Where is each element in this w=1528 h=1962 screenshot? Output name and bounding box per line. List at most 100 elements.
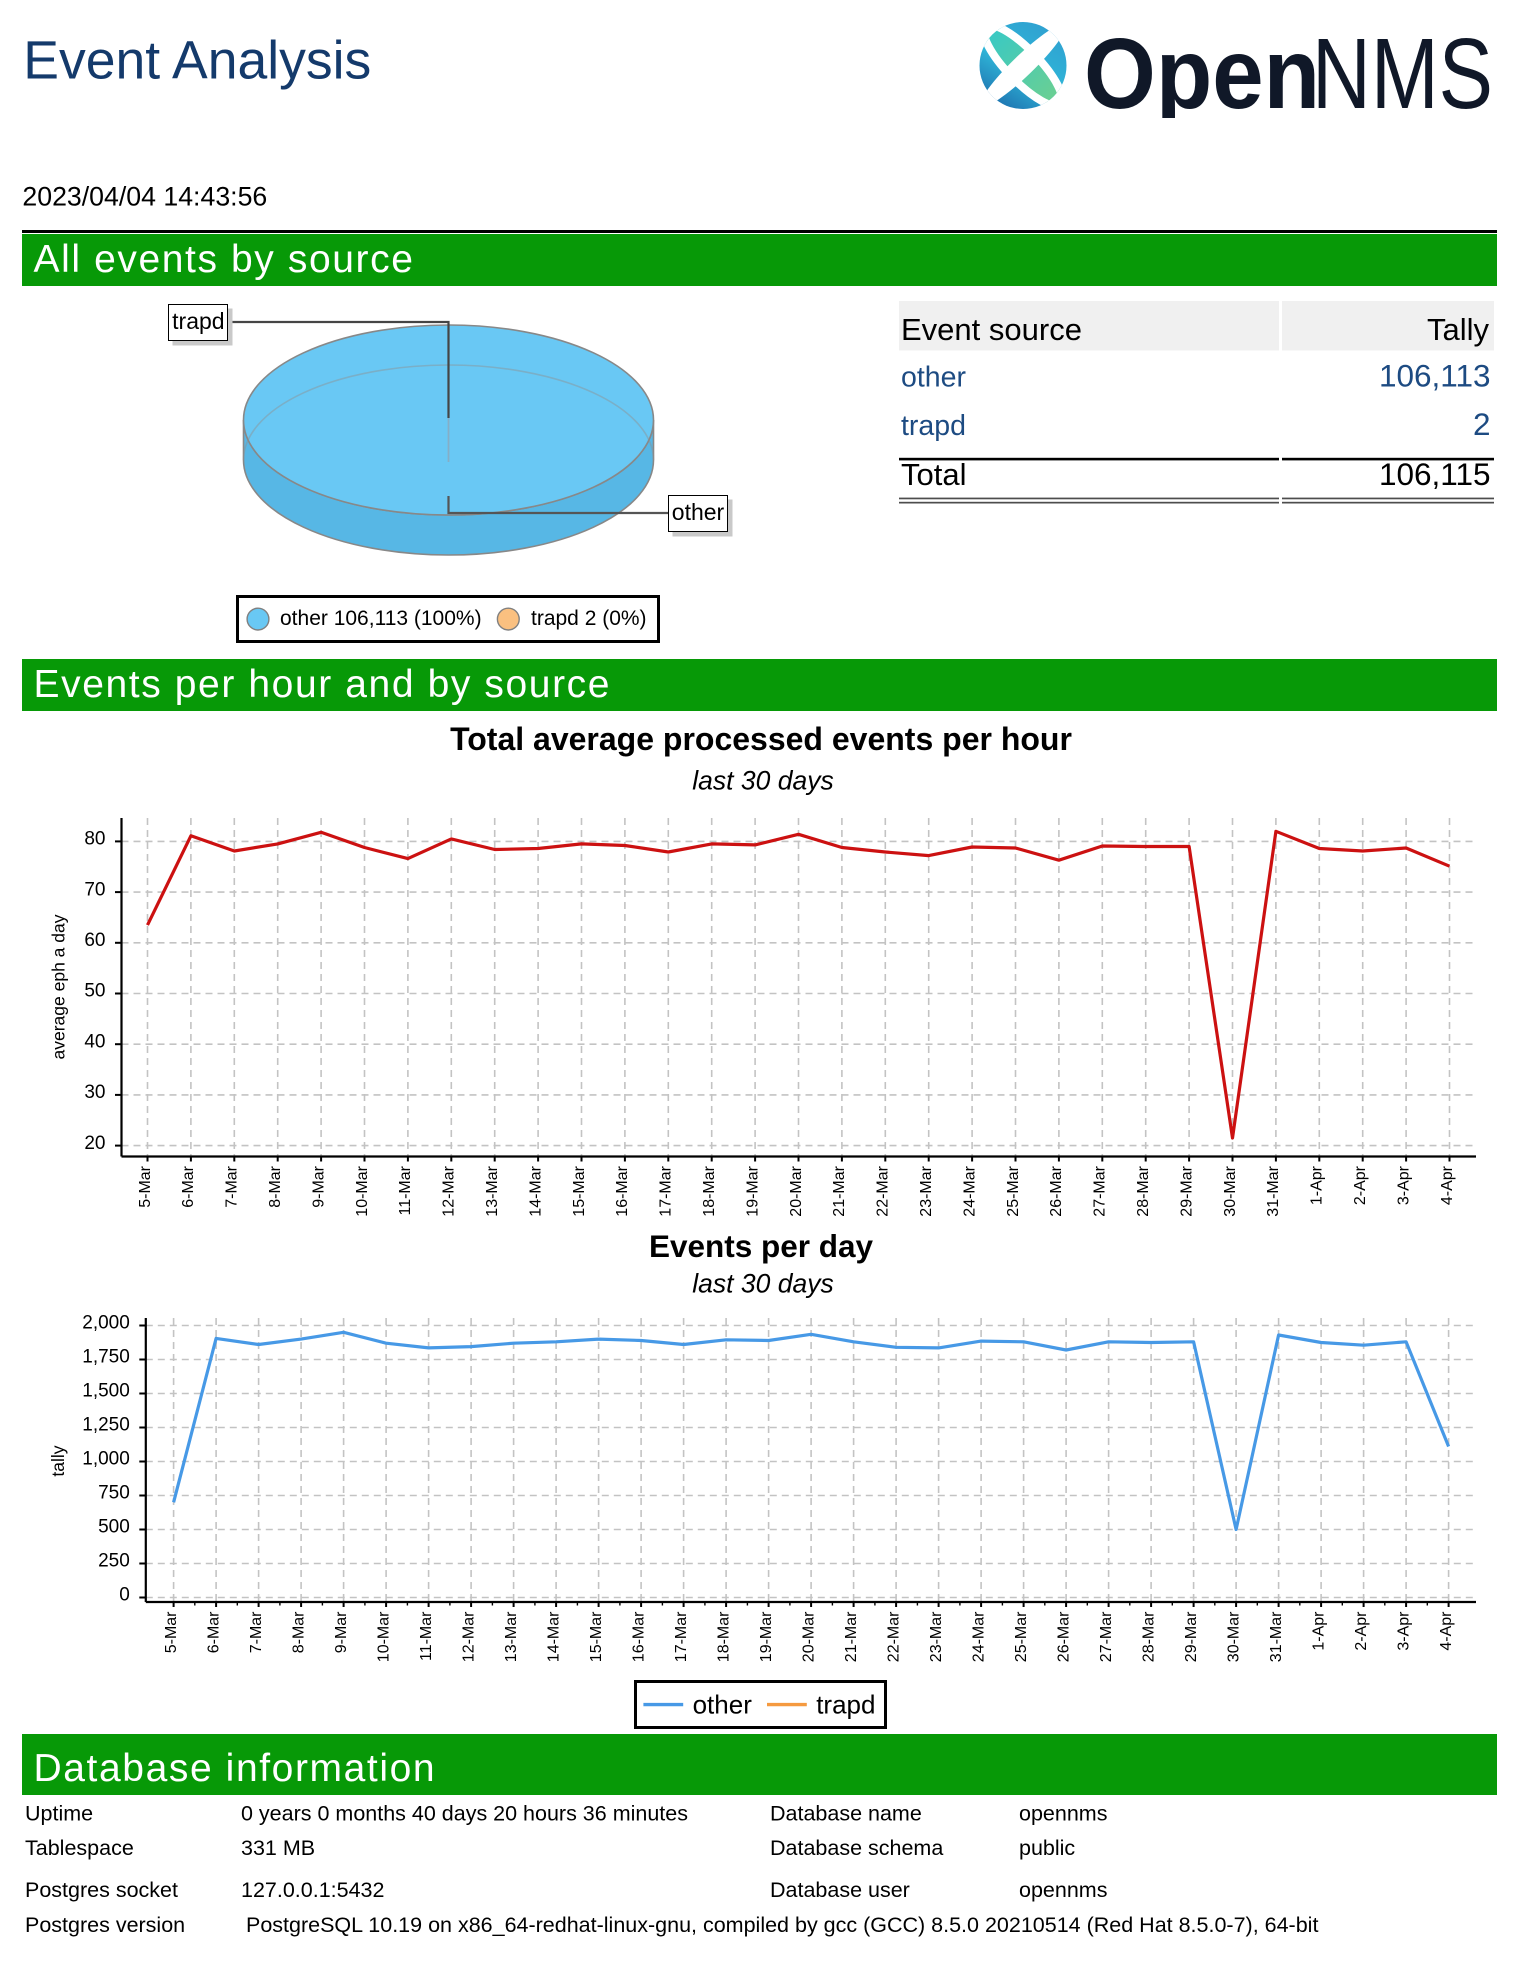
- svg-text:29-Mar: 29-Mar: [1183, 1611, 1200, 1662]
- svg-text:106,113: 106,113: [1379, 357, 1491, 393]
- svg-text:other 106,113 (100%): other 106,113 (100%): [280, 607, 482, 630]
- svg-text:27-Mar: 27-Mar: [1098, 1611, 1115, 1662]
- svg-text:30: 30: [84, 1082, 105, 1103]
- svg-text:5-Mar: 5-Mar: [137, 1165, 154, 1207]
- svg-text:750: 750: [98, 1483, 130, 1504]
- svg-text:tally: tally: [48, 1445, 68, 1476]
- svg-text:22-Mar: 22-Mar: [885, 1611, 902, 1662]
- svg-text:1-Apr: 1-Apr: [1309, 1165, 1326, 1205]
- svg-text:6-Mar: 6-Mar: [205, 1611, 222, 1653]
- svg-text:11-Mar: 11-Mar: [397, 1165, 414, 1215]
- svg-text:30-Mar: 30-Mar: [1225, 1611, 1242, 1662]
- svg-text:9-Mar: 9-Mar: [310, 1165, 327, 1207]
- svg-text:250: 250: [98, 1551, 130, 1572]
- svg-text:1,250: 1,250: [82, 1415, 130, 1436]
- svg-text:13-Mar: 13-Mar: [484, 1165, 501, 1216]
- svg-text:Database user: Database user: [770, 1878, 910, 1902]
- svg-text:average eph a day: average eph a day: [49, 914, 69, 1059]
- svg-text:7-Mar: 7-Mar: [248, 1611, 265, 1653]
- svg-text:2: 2: [1473, 406, 1491, 442]
- svg-text:11-Mar: 11-Mar: [418, 1611, 435, 1661]
- svg-text:Tally: Tally: [1427, 312, 1490, 347]
- svg-text:50: 50: [84, 981, 105, 1002]
- svg-text:13-Mar: 13-Mar: [503, 1611, 520, 1662]
- svg-text:15-Mar: 15-Mar: [571, 1165, 588, 1216]
- svg-text:500: 500: [98, 1517, 130, 1538]
- svg-text:5-Mar: 5-Mar: [163, 1611, 180, 1653]
- svg-text:17-Mar: 17-Mar: [658, 1165, 675, 1216]
- svg-text:10-Mar: 10-Mar: [354, 1165, 371, 1216]
- svg-text:trapd: trapd: [816, 1690, 875, 1720]
- svg-text:public: public: [1019, 1836, 1075, 1860]
- svg-text:Event Analysis: Event Analysis: [23, 32, 371, 91]
- svg-text:3-Apr: 3-Apr: [1395, 1611, 1412, 1651]
- svg-text:12-Mar: 12-Mar: [460, 1611, 477, 1662]
- svg-text:NMS: NMS: [1312, 18, 1493, 118]
- svg-text:2023/04/04 14:43:56: 2023/04/04 14:43:56: [22, 182, 267, 212]
- svg-text:7-Mar: 7-Mar: [224, 1165, 241, 1207]
- svg-text:6-Mar: 6-Mar: [180, 1165, 197, 1207]
- svg-text:25-Mar: 25-Mar: [1013, 1611, 1030, 1662]
- svg-text:last 30 days: last 30 days: [692, 1269, 833, 1299]
- svg-text:Uptime: Uptime: [25, 1802, 93, 1826]
- svg-text:19-Mar: 19-Mar: [758, 1611, 775, 1662]
- svg-text:14-Mar: 14-Mar: [545, 1611, 562, 1662]
- svg-text:2,000: 2,000: [82, 1313, 130, 1334]
- svg-text:127.0.0.1:5432: 127.0.0.1:5432: [241, 1878, 384, 1902]
- svg-text:Postgres version: Postgres version: [25, 1913, 185, 1937]
- svg-text:4-Apr: 4-Apr: [1439, 1165, 1456, 1205]
- svg-text:18-Mar: 18-Mar: [701, 1165, 718, 1216]
- svg-text:other: other: [692, 1690, 752, 1720]
- svg-text:24-Mar: 24-Mar: [961, 1165, 978, 1216]
- svg-text:other: other: [901, 361, 966, 393]
- svg-text:4-Apr: 4-Apr: [1438, 1611, 1455, 1651]
- svg-text:16-Mar: 16-Mar: [614, 1165, 631, 1216]
- svg-text:3-Apr: 3-Apr: [1395, 1165, 1412, 1205]
- svg-text:19-Mar: 19-Mar: [744, 1165, 761, 1216]
- svg-text:trapd: trapd: [901, 410, 966, 442]
- svg-text:12-Mar: 12-Mar: [441, 1165, 458, 1216]
- svg-text:14-Mar: 14-Mar: [527, 1165, 544, 1216]
- svg-text:1-Apr: 1-Apr: [1310, 1611, 1327, 1651]
- svg-text:Total: Total: [901, 457, 966, 492]
- svg-text:Tablespace: Tablespace: [25, 1836, 134, 1860]
- svg-text:28-Mar: 28-Mar: [1140, 1611, 1157, 1662]
- svg-text:25-Mar: 25-Mar: [1005, 1165, 1022, 1216]
- svg-text:trapd 2 (0%): trapd 2 (0%): [531, 607, 647, 630]
- svg-text:opennms: opennms: [1019, 1878, 1107, 1902]
- svg-text:20-Mar: 20-Mar: [788, 1165, 805, 1216]
- svg-text:Postgres socket: Postgres socket: [25, 1878, 178, 1902]
- svg-text:29-Mar: 29-Mar: [1178, 1165, 1195, 1216]
- svg-text:26-Mar: 26-Mar: [1055, 1611, 1072, 1662]
- svg-text:2-Apr: 2-Apr: [1353, 1611, 1370, 1651]
- svg-text:0 years 0 months 40 days 20 ho: 0 years 0 months 40 days 20 hours 36 min…: [241, 1802, 688, 1826]
- svg-text:1,750: 1,750: [82, 1347, 130, 1368]
- svg-text:21-Mar: 21-Mar: [843, 1611, 860, 1662]
- svg-text:0: 0: [119, 1585, 130, 1606]
- svg-text:Total average processed events: Total average processed events per hour: [450, 721, 1072, 757]
- svg-text:Events per day: Events per day: [649, 1228, 874, 1264]
- svg-text:15-Mar: 15-Mar: [588, 1611, 605, 1662]
- svg-text:20: 20: [84, 1133, 105, 1154]
- svg-text:31-Mar: 31-Mar: [1265, 1165, 1282, 1216]
- svg-text:21-Mar: 21-Mar: [831, 1165, 848, 1216]
- svg-text:Database schema: Database schema: [770, 1836, 943, 1860]
- svg-text:2-Apr: 2-Apr: [1352, 1165, 1369, 1205]
- svg-text:31-Mar: 31-Mar: [1268, 1611, 1285, 1662]
- svg-text:16-Mar: 16-Mar: [630, 1611, 647, 1662]
- svg-text:8-Mar: 8-Mar: [290, 1611, 307, 1653]
- svg-text:331 MB: 331 MB: [241, 1836, 315, 1860]
- svg-text:17-Mar: 17-Mar: [673, 1611, 690, 1662]
- svg-text:20-Mar: 20-Mar: [800, 1611, 817, 1662]
- svg-text:18-Mar: 18-Mar: [715, 1611, 732, 1662]
- svg-text:Event source: Event source: [901, 312, 1082, 347]
- svg-text:Open: Open: [1084, 18, 1320, 118]
- svg-text:22-Mar: 22-Mar: [875, 1165, 892, 1216]
- svg-text:60: 60: [84, 930, 105, 951]
- svg-text:PostgreSQL 10.19 on x86_64-red: PostgreSQL 10.19 on x86_64-redhat-linux-…: [246, 1913, 1318, 1937]
- svg-text:80: 80: [84, 829, 105, 850]
- svg-text:26-Mar: 26-Mar: [1048, 1165, 1065, 1216]
- svg-text:70: 70: [84, 879, 105, 900]
- svg-text:1,500: 1,500: [82, 1381, 130, 1402]
- svg-text:9-Mar: 9-Mar: [333, 1611, 350, 1653]
